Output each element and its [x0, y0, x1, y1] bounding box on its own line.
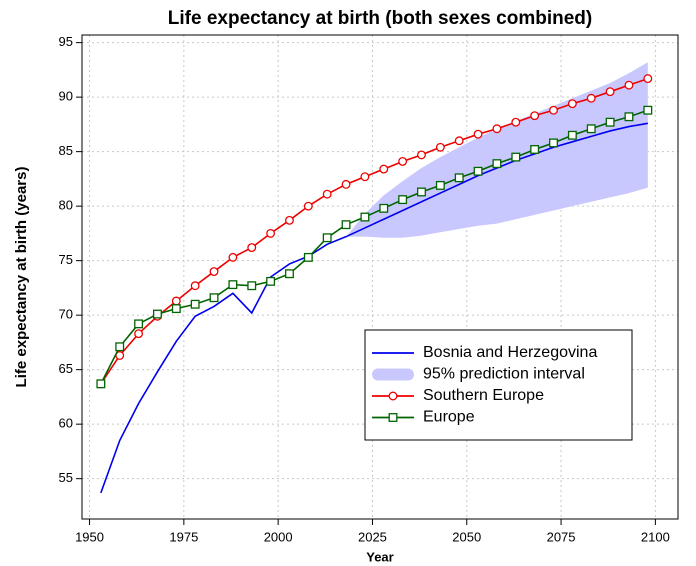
marker	[473, 166, 483, 176]
marker	[190, 299, 200, 309]
legend-marker	[388, 413, 398, 422]
marker	[228, 280, 238, 290]
marker	[303, 252, 313, 262]
y-tick-label: 65	[59, 361, 73, 376]
marker	[473, 129, 483, 139]
marker	[549, 105, 558, 115]
marker	[567, 130, 577, 140]
marker	[171, 304, 181, 314]
y-tick-label: 80	[59, 198, 73, 213]
marker	[379, 164, 389, 174]
marker	[115, 342, 125, 352]
marker	[152, 309, 162, 319]
marker	[398, 157, 408, 166]
x-tick-label: 2075	[547, 529, 576, 544]
legend-swatch	[372, 368, 414, 381]
marker	[605, 87, 615, 97]
marker	[341, 220, 351, 230]
prediction-band	[346, 62, 648, 238]
legend-label: 95% prediction interval	[423, 366, 585, 383]
marker	[303, 201, 313, 211]
y-axis-label: Life expectancy at birth (years)	[13, 167, 30, 388]
marker	[322, 189, 332, 199]
x-tick-label: 2050	[452, 529, 481, 544]
x-tick-label: 2100	[641, 529, 670, 544]
y-tick-label: 95	[59, 34, 73, 49]
y-tick-label: 75	[59, 252, 73, 267]
y-tick-label: 90	[59, 89, 73, 104]
marker	[624, 80, 634, 90]
marker	[398, 195, 408, 205]
chart-title: Life expectancy at birth (both sexes com…	[168, 8, 592, 29]
marker	[360, 212, 370, 222]
marker	[435, 180, 445, 190]
marker	[605, 117, 615, 127]
marker	[567, 99, 577, 109]
marker	[134, 329, 144, 339]
marker	[266, 228, 276, 238]
legend-label: Europe	[423, 409, 475, 426]
legend-label: Southern Europe	[423, 387, 544, 404]
marker	[435, 142, 445, 152]
marker	[171, 296, 181, 306]
marker	[586, 93, 596, 103]
marker	[247, 243, 257, 253]
y-tick-label: 55	[59, 470, 73, 485]
marker	[322, 233, 332, 243]
marker	[247, 281, 257, 291]
x-tick-label: 1975	[169, 529, 198, 544]
marker	[643, 74, 653, 84]
marker	[454, 136, 464, 146]
x-axis-label: Year	[366, 549, 393, 564]
x-tick-label: 1950	[75, 529, 104, 544]
marker	[530, 111, 540, 121]
legend-label: Bosnia and Herzegovina	[423, 344, 597, 361]
marker	[379, 203, 389, 213]
marker	[360, 172, 370, 182]
marker	[341, 179, 351, 189]
x-tick-label: 2025	[358, 529, 387, 544]
legend-marker	[388, 391, 398, 401]
marker	[492, 159, 502, 169]
marker	[454, 173, 464, 183]
legend-box	[364, 329, 633, 441]
marker	[511, 117, 521, 127]
marker	[96, 379, 106, 389]
marker	[285, 269, 294, 279]
y-tick-label: 60	[59, 416, 73, 431]
plot-frame	[81, 34, 679, 520]
marker	[266, 276, 276, 286]
marker	[549, 138, 558, 148]
marker	[492, 124, 502, 134]
marker	[134, 319, 144, 329]
marker	[228, 252, 238, 262]
marker	[190, 281, 200, 291]
y-tick-label: 85	[59, 143, 73, 158]
marker	[209, 267, 219, 276]
marker	[624, 112, 634, 122]
x-tick-label: 2000	[264, 529, 293, 544]
marker	[586, 124, 596, 134]
marker	[417, 187, 426, 197]
marker	[285, 215, 294, 225]
y-tick-label: 70	[59, 307, 73, 322]
marker	[417, 150, 426, 160]
marker	[209, 293, 219, 303]
marker	[643, 105, 653, 115]
marker	[530, 145, 540, 154]
marker	[511, 152, 521, 162]
